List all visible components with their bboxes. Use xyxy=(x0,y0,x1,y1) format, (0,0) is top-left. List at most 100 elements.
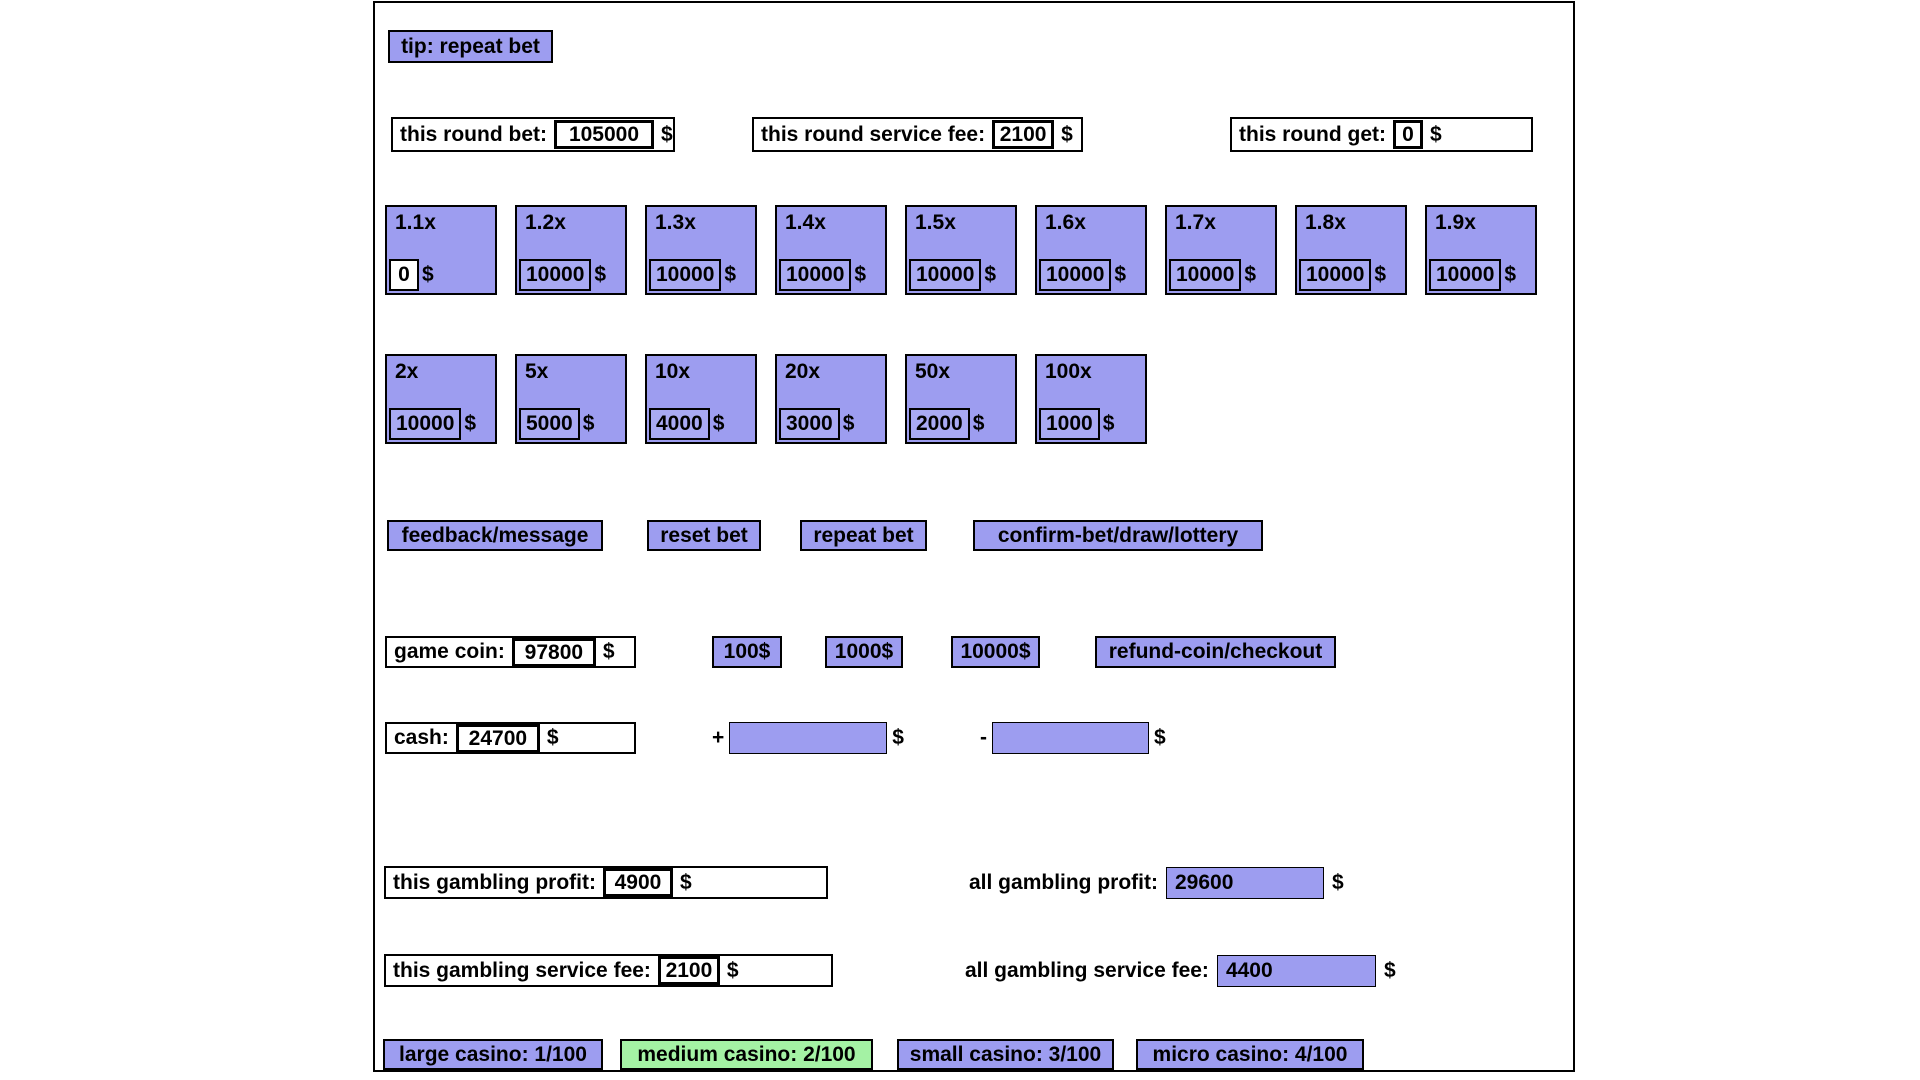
this-gambling-profit-label: this gambling profit: xyxy=(393,870,596,894)
this-round-bet-field: this round bet: 105000 $ xyxy=(391,117,675,152)
this-round-service-fee-field: this round service fee: 2100 $ xyxy=(752,117,1083,152)
all-gambling-service-fee-input[interactable]: 4400 xyxy=(1216,954,1376,987)
repeat-bet-button[interactable]: repeat bet xyxy=(800,520,927,551)
multiplier-button[interactable]: 1.7x 10000 $ xyxy=(1165,205,1277,295)
cash-minus-group: - $ xyxy=(980,722,1166,754)
dollar-sign: $ xyxy=(1154,726,1166,749)
this-round-service-fee-label: this round service fee: xyxy=(761,122,986,146)
multiplier-button[interactable]: 1.6x 10000 $ xyxy=(1035,205,1147,295)
bet-amount-input[interactable]: 10000 xyxy=(1429,259,1502,291)
this-gambling-service-fee-field: this gambling service fee: 2100 $ xyxy=(384,954,833,987)
multiplier-button[interactable]: 1.9x 10000 $ xyxy=(1425,205,1537,295)
this-round-bet-label: this round bet: xyxy=(400,122,547,146)
dollar-sign: $ xyxy=(726,958,739,982)
large-casino-button[interactable]: large casino: 1/100 xyxy=(383,1039,603,1070)
dollar-sign: $ xyxy=(422,263,434,286)
multiplier-button[interactable]: 10x 4000 $ xyxy=(645,354,757,444)
multiplier-label: 1.5x xyxy=(915,211,956,234)
reset-bet-label: reset bet xyxy=(660,523,748,547)
add-10000-button[interactable]: 10000$ xyxy=(951,636,1040,668)
multiplier-button[interactable]: 100x 1000 $ xyxy=(1035,354,1147,444)
multiplier-button[interactable]: 5x 5000 $ xyxy=(515,354,627,444)
multiplier-label: 1.6x xyxy=(1045,211,1086,234)
this-gambling-service-fee-input[interactable]: 2100 xyxy=(657,956,720,985)
game-coin-input[interactable]: 97800 xyxy=(511,637,596,667)
dollar-sign: $ xyxy=(594,263,607,286)
bet-amount-input[interactable]: 10000 xyxy=(1039,259,1112,291)
bet-amount-input[interactable]: 4000 xyxy=(649,408,710,440)
tip-label: tip: repeat bet xyxy=(401,34,540,58)
cash-field: cash: 24700 $ xyxy=(385,722,636,754)
this-gambling-profit-input[interactable]: 4900 xyxy=(602,868,673,897)
bet-amount-input[interactable]: 2000 xyxy=(909,408,970,440)
multiplier-button[interactable]: 1.2x 10000 $ xyxy=(515,205,627,295)
multiplier-button[interactable]: 1.4x 10000 $ xyxy=(775,205,887,295)
multiplier-label: 50x xyxy=(915,360,951,383)
multiplier-button[interactable]: 2x 10000 $ xyxy=(385,354,497,444)
multiplier-button[interactable]: 1.8x 10000 $ xyxy=(1295,205,1407,295)
dollar-sign: $ xyxy=(1114,263,1127,286)
multiplier-label: 1.9x xyxy=(1435,211,1476,234)
feedback-message-button[interactable]: feedback/message xyxy=(387,520,603,551)
confirm-bet-draw-lottery-label: confirm-bet/draw/lottery xyxy=(997,523,1239,547)
bet-amount-input[interactable]: 1000 xyxy=(1039,408,1100,440)
cash-subtract-input[interactable] xyxy=(992,722,1149,754)
dollar-sign: $ xyxy=(602,640,615,663)
large-casino-label: large casino: 1/100 xyxy=(399,1042,587,1066)
tip-button[interactable]: tip: repeat bet xyxy=(388,30,553,63)
micro-casino-button[interactable]: micro casino: 4/100 xyxy=(1136,1039,1364,1070)
all-gambling-profit-input[interactable]: 29600 xyxy=(1166,866,1324,899)
medium-casino-button[interactable]: medium casino: 2/100 xyxy=(620,1039,873,1070)
bet-amount-input[interactable]: 5000 xyxy=(519,408,580,440)
multiplier-label: 2x xyxy=(395,360,419,383)
game-coin-field: game coin: 97800 $ xyxy=(385,636,636,668)
dollar-sign: $ xyxy=(679,870,692,894)
dollar-sign: $ xyxy=(582,412,595,435)
multiplier-button[interactable]: 1.3x 10000 $ xyxy=(645,205,757,295)
all-gambling-service-fee-group: all gambling service fee: 4400 $ xyxy=(965,954,1396,987)
multiplier-label: 1.7x xyxy=(1175,211,1216,234)
dollar-sign: $ xyxy=(1383,958,1396,982)
bet-amount-input[interactable]: 10000 xyxy=(1299,259,1372,291)
add-100-button[interactable]: 100$ xyxy=(712,636,782,668)
bet-amount-input[interactable]: 0 xyxy=(389,259,419,291)
dollar-sign: $ xyxy=(546,726,559,749)
all-gambling-profit-group: all gambling profit: 29600 $ xyxy=(969,866,1344,899)
multiplier-label: 100x xyxy=(1045,360,1092,383)
casino-game-window: tip: repeat bet this round bet: 105000 $… xyxy=(373,1,1575,1072)
this-round-service-fee-input[interactable]: 2100 xyxy=(992,120,1055,149)
add-1000-button[interactable]: 1000$ xyxy=(825,636,903,668)
dollar-sign: $ xyxy=(464,412,477,435)
cash-add-input[interactable] xyxy=(729,722,888,754)
bet-amount-input[interactable]: 10000 xyxy=(389,408,462,440)
cash-input[interactable]: 24700 xyxy=(455,723,540,753)
multiplier-button[interactable]: 1.5x 10000 $ xyxy=(905,205,1017,295)
multiplier-label: 1.4x xyxy=(785,211,826,234)
multiplier-row-1: 1.1x 0 $ 1.2x 10000 $ 1.3x 10000 $ 1.4x 100… xyxy=(385,205,1537,295)
multiplier-button[interactable]: 20x 3000 $ xyxy=(775,354,887,444)
add-10000-label: 10000$ xyxy=(960,640,1031,663)
cash-label: cash: xyxy=(394,726,449,749)
this-round-bet-input[interactable]: 105000 xyxy=(553,120,654,149)
small-casino-button[interactable]: small casino: 3/100 xyxy=(897,1039,1114,1070)
bet-amount-input[interactable]: 10000 xyxy=(909,259,982,291)
confirm-bet-draw-lottery-button[interactable]: confirm-bet/draw/lottery xyxy=(973,520,1263,551)
multiplier-row-2: 2x 10000 $ 5x 5000 $ 10x 4000 $ 20x 3000 $ 5… xyxy=(385,354,1147,444)
medium-casino-label: medium casino: 2/100 xyxy=(637,1042,856,1066)
dollar-sign: $ xyxy=(984,263,997,286)
multiplier-button[interactable]: 1.1x 0 $ xyxy=(385,205,497,295)
dollar-sign: $ xyxy=(1429,122,1442,146)
reset-bet-button[interactable]: reset bet xyxy=(647,520,761,551)
dollar-sign: $ xyxy=(660,122,673,146)
this-round-get-input[interactable]: 0 xyxy=(1392,120,1423,149)
dollar-sign: $ xyxy=(712,412,725,435)
add-100-label: 100$ xyxy=(723,640,771,663)
multiplier-button[interactable]: 50x 2000 $ xyxy=(905,354,1017,444)
bet-amount-input[interactable]: 3000 xyxy=(779,408,840,440)
bet-amount-input[interactable]: 10000 xyxy=(1169,259,1242,291)
bet-amount-input[interactable]: 10000 xyxy=(649,259,722,291)
refund-coin-checkout-button[interactable]: refund-coin/checkout xyxy=(1095,636,1336,668)
bet-amount-input[interactable]: 10000 xyxy=(779,259,852,291)
bet-amount-input[interactable]: 10000 xyxy=(519,259,592,291)
refund-coin-checkout-label: refund-coin/checkout xyxy=(1108,640,1323,663)
